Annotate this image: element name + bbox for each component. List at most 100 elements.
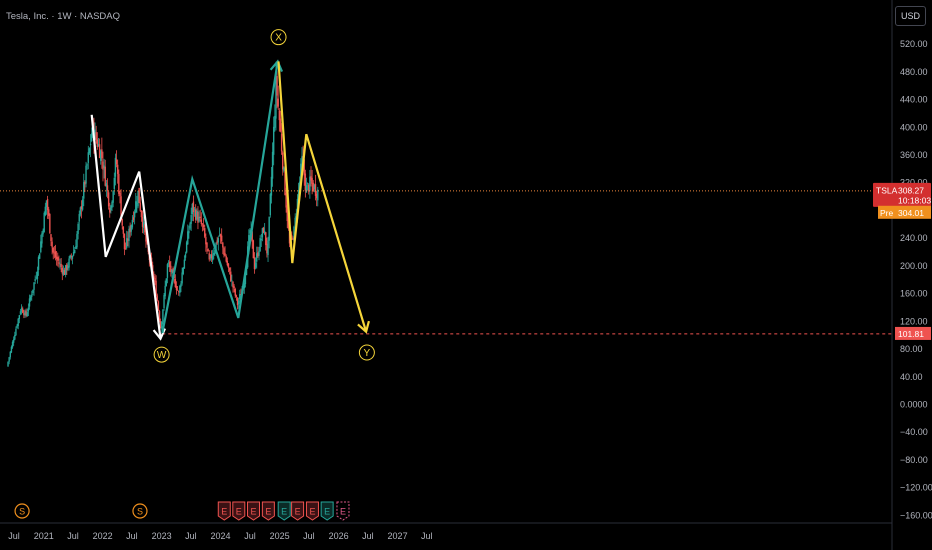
candle-body xyxy=(48,209,50,216)
wave-label: W xyxy=(157,350,167,361)
earnings-marker[interactable]: E xyxy=(277,501,291,521)
candle-body xyxy=(180,283,182,287)
candle-body xyxy=(100,150,102,161)
earnings-marker[interactable]: E xyxy=(232,501,246,521)
candle-body xyxy=(274,115,276,128)
pre-market-tag xyxy=(895,205,931,219)
last-price-tag xyxy=(873,182,931,207)
earnings-marker[interactable]: E xyxy=(291,501,305,521)
y-tick-label: 120.00 xyxy=(900,316,928,326)
candle-body xyxy=(54,251,57,258)
candle-body xyxy=(294,217,296,226)
price-axis[interactable]: 520.00480.00440.00400.00360.00320.00280.… xyxy=(900,39,932,520)
candle-body xyxy=(277,98,279,107)
candle-body xyxy=(49,213,51,234)
candle-body xyxy=(14,335,16,340)
candle-body xyxy=(135,201,137,213)
y-tick-label: 360.00 xyxy=(900,150,928,160)
candle-body xyxy=(256,253,258,262)
candle-body xyxy=(102,161,104,170)
x-tick-label: Jul xyxy=(362,531,374,541)
dividend-marker[interactable]: S xyxy=(132,503,148,519)
event-letter: E xyxy=(265,506,271,516)
candle-body xyxy=(187,231,189,245)
x-tick-label: 2023 xyxy=(152,531,172,541)
candle-body xyxy=(36,271,39,279)
candle-body xyxy=(285,192,287,208)
candle-body xyxy=(34,279,36,282)
earnings-marker[interactable]: E xyxy=(261,501,275,521)
earnings-marker[interactable]: E xyxy=(247,501,261,521)
x-tick-label: Jul xyxy=(421,531,433,541)
candle-body xyxy=(308,184,310,192)
candle-body xyxy=(42,230,44,235)
y-tick-label: −120.00 xyxy=(900,483,932,493)
dividend-marker[interactable]: S xyxy=(14,503,30,519)
candle-body xyxy=(234,288,236,296)
y-tick-label: 80.00 xyxy=(900,344,923,354)
candle-body xyxy=(103,165,105,169)
candle-body xyxy=(154,277,156,282)
event-letter: E xyxy=(309,506,315,516)
y-tick-label: 480.00 xyxy=(900,67,928,77)
dividend-circle xyxy=(14,503,30,519)
candle-body xyxy=(269,194,272,216)
candle-body xyxy=(11,341,14,348)
candle-body xyxy=(133,211,136,218)
candle-body xyxy=(114,157,117,177)
earnings-marker[interactable]: E xyxy=(305,501,319,521)
earnings-marker[interactable]: E xyxy=(320,501,334,521)
pre-market-label: Pre xyxy=(880,208,894,218)
candle-body xyxy=(66,264,68,270)
level-price-value: 101.81 xyxy=(898,329,924,339)
candle-body xyxy=(33,282,35,290)
candle-body xyxy=(301,156,303,167)
candle-body xyxy=(292,237,294,240)
wave-drawings-layer[interactable]: W X Y xyxy=(90,29,375,363)
candle-body xyxy=(315,193,318,199)
candle-body xyxy=(72,251,75,256)
x-tick-label: 2025 xyxy=(270,531,290,541)
candle-body xyxy=(183,259,186,269)
time-axis[interactable]: Jul 2021 Jul 2022 Jul 2023 Jul 2024 Jul 2025 Jul 20… xyxy=(8,531,432,541)
teal-wave-arrow[interactable] xyxy=(161,61,279,334)
candle-body xyxy=(314,184,317,196)
candle-body xyxy=(228,267,231,271)
currency-button[interactable]: USD xyxy=(895,6,926,26)
candle-body xyxy=(305,185,308,193)
candle-body xyxy=(75,246,77,249)
levels-layer xyxy=(0,190,892,335)
candle-body xyxy=(194,209,197,220)
x-tick-label: 2024 xyxy=(211,531,231,541)
earnings-marker[interactable]: E xyxy=(336,501,350,521)
candle-body xyxy=(67,266,69,269)
candle-body xyxy=(244,274,247,285)
candle-body xyxy=(284,169,286,195)
candle-body xyxy=(227,263,230,268)
earnings-marker[interactable]: E xyxy=(217,501,231,521)
candle-body xyxy=(257,252,259,257)
event-letter: S xyxy=(19,506,25,516)
candle-body xyxy=(28,298,31,307)
candle-body xyxy=(44,206,47,216)
y-tick-label: 240.00 xyxy=(900,233,928,243)
candle-body xyxy=(208,253,210,260)
candle-body xyxy=(95,132,97,140)
candle-body xyxy=(303,159,305,176)
x-tick-label: 2021 xyxy=(34,531,54,541)
event-letter: E xyxy=(221,506,227,516)
candle-body xyxy=(293,226,295,242)
candle-body xyxy=(52,247,54,253)
candle-body xyxy=(106,185,109,191)
candle-body xyxy=(9,351,11,358)
candle-body xyxy=(286,205,288,222)
candle-body xyxy=(175,285,178,290)
earnings-badge xyxy=(217,501,231,521)
yellow-wave-arrow[interactable] xyxy=(277,61,368,333)
candle-body xyxy=(206,242,208,248)
white-wave-arrow[interactable] xyxy=(90,114,162,339)
candle-body xyxy=(263,230,266,234)
